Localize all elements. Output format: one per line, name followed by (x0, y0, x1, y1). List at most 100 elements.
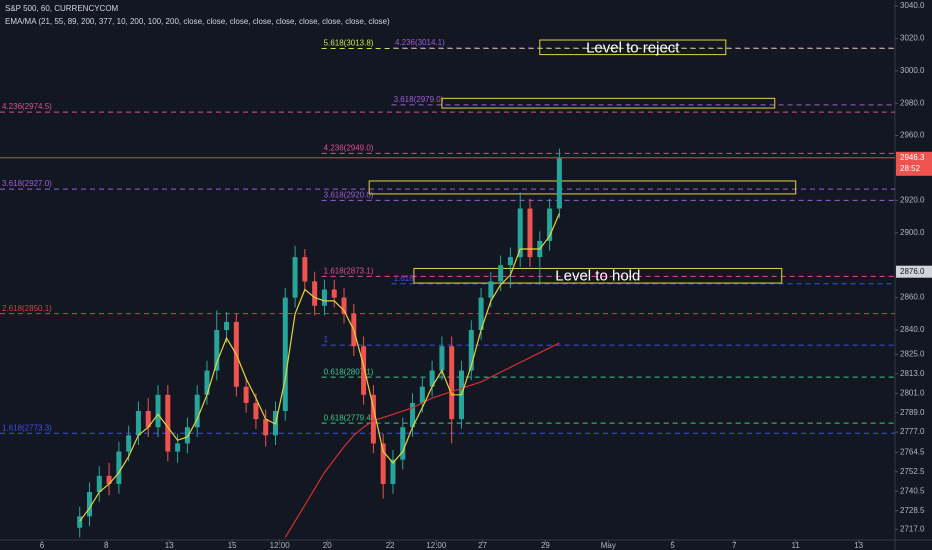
y-tick-label: 2900.0 (900, 228, 925, 237)
candle-body (468, 330, 474, 371)
candle-body (321, 289, 327, 306)
y-tick-label: 2801.0 (900, 388, 925, 397)
candle-body (282, 297, 288, 412)
candle-body (361, 346, 367, 395)
candle-body (419, 386, 425, 403)
x-tick-label: 13 (165, 541, 174, 550)
fib-level-label: 1.618(2873.1) (324, 267, 374, 276)
fib-level-label: 1.618 (394, 274, 415, 283)
candle-body (390, 459, 396, 484)
candle-body (331, 289, 337, 298)
y-tick-label: 2980.0 (900, 98, 925, 107)
price-marker-label: 2876.0 (900, 267, 925, 276)
annotation-box (368, 180, 797, 195)
candle-body (145, 411, 151, 428)
candle-body (253, 402, 259, 420)
candle-body (106, 475, 112, 484)
plot: 5.618(3013.8) 4.236(3014.1) 4.236(2974.5) 3… (0, 38, 895, 538)
y-tick-label: 2764.5 (900, 447, 925, 456)
last-price-label: 2946.3 (900, 153, 925, 162)
candle-body (439, 346, 445, 371)
y-tick-label: 2728.5 (900, 506, 925, 515)
candle-body (126, 435, 132, 452)
ma-line (284, 342, 560, 538)
fib-level-label: 3.618(2920.0) (324, 191, 374, 200)
annotation-box (413, 267, 783, 284)
candle-body (243, 386, 249, 403)
fib-level-label: 5.618(3013.8) (324, 39, 374, 48)
candle-body (77, 516, 83, 528)
candle-body (165, 394, 171, 452)
x-tick-label: 11 (792, 541, 801, 550)
y-tick-label: 2740.5 (900, 486, 925, 495)
candle-body (184, 427, 190, 444)
fib-level-label: 4.236(2949.0) (324, 144, 374, 153)
y-tick-label: 2920.0 (900, 196, 925, 205)
candle-body (449, 346, 455, 420)
y-tick-label: 2825.0 (900, 349, 925, 358)
last-price-tag (896, 151, 932, 176)
candle-body (498, 265, 504, 282)
candle-body (517, 208, 523, 258)
candle-body (527, 208, 533, 258)
y-tick-label: 2860.0 (900, 293, 925, 302)
annotation-box (441, 97, 776, 109)
y-tick-label: 2777.0 (900, 427, 925, 436)
x-tick-label: 13 (854, 541, 863, 550)
fib-level-label: 4.236(2974.5) (2, 102, 52, 111)
x-tick-label: May (601, 541, 616, 550)
x-tick-label: 12:00 (270, 541, 291, 550)
x-tick-label: 22 (386, 541, 395, 550)
candle-body (507, 257, 513, 266)
candle-body (194, 394, 200, 428)
fib-level-label: 3.618(2979.0) (394, 95, 444, 104)
y-tick-label: 2717.0 (900, 524, 925, 533)
candle-body (302, 257, 308, 282)
y-tick-label: 3040.0 (900, 1, 925, 10)
candle-body (204, 370, 210, 395)
x-tick-label: 29 (541, 541, 550, 550)
fib-level-label: 4.236(3014.1) (395, 38, 445, 47)
x-tick-label: 8 (104, 541, 109, 550)
candle-body (96, 475, 102, 493)
y-tick-label: 2840.0 (900, 325, 925, 334)
indicator-title: EMA/MA (21, 55, 89, 200, 377, 10, 200, 1… (5, 17, 390, 26)
y-tick-label: 3000.0 (900, 66, 925, 75)
candle-body (488, 281, 494, 298)
x-tick-label: 20 (323, 541, 332, 550)
x-tick-label: 6 (40, 541, 45, 550)
candle-body (478, 297, 484, 331)
candle-body (400, 427, 406, 460)
fib-level-label: 1.618(2773.3) (2, 423, 52, 432)
x-tick-label: 7 (732, 541, 737, 550)
candle-body (263, 419, 269, 436)
symbol-title: S&P 500, 60, CURRENCYCOM (5, 4, 119, 13)
price-marker-tag (896, 265, 932, 278)
fib-level-label: 0.618(2807.1) (324, 367, 374, 376)
candle-body (429, 370, 435, 387)
candle-body (380, 443, 386, 484)
candle-body (547, 208, 553, 241)
candle-body (312, 281, 318, 306)
fib-level-label: 3.618(2927.0) (2, 179, 52, 188)
candle-body (224, 321, 230, 331)
candle-body (116, 451, 122, 484)
candle-body (155, 394, 161, 428)
fib-level-label: 1 (324, 335, 329, 344)
y-tick-label: 2813.0 (900, 369, 925, 378)
y-tick-label: 2789.0 (900, 408, 925, 417)
candle-body (292, 257, 298, 298)
candle-body (87, 492, 92, 517)
candle-body (556, 158, 562, 209)
candle-body (135, 411, 141, 436)
candle-body (410, 402, 416, 428)
fib-level-label: 2.618(2850.1) (2, 304, 52, 313)
x-tick-label: 27 (478, 541, 487, 550)
y-tick-label: 2960.0 (900, 131, 925, 140)
annotation-text: Level to reject (586, 39, 680, 56)
annotation-box (539, 39, 727, 56)
x-tick-label: 15 (228, 541, 237, 550)
